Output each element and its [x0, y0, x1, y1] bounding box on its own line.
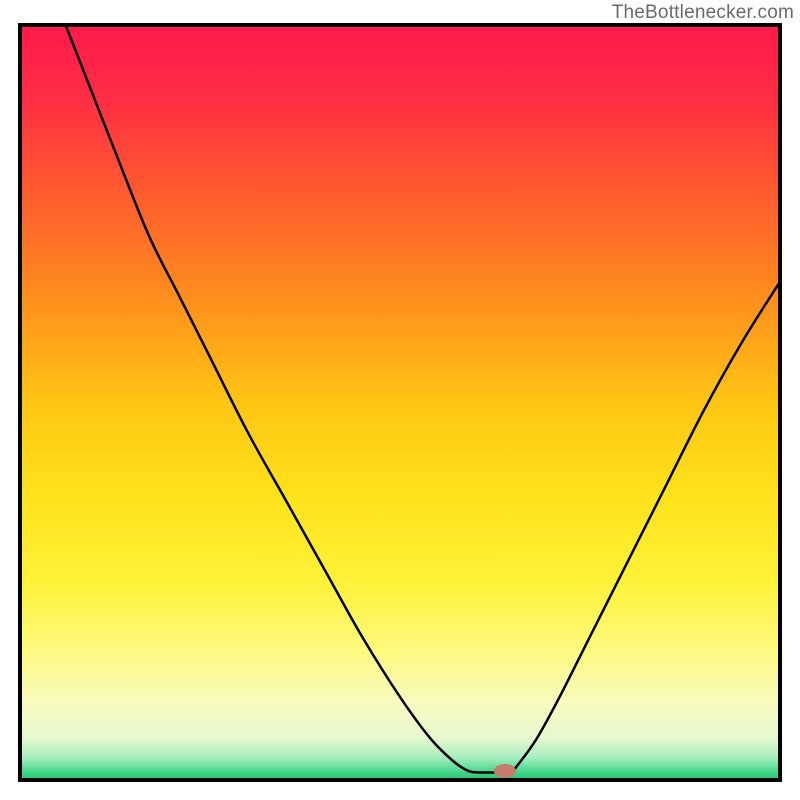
bottleneck-chart [0, 0, 800, 800]
optimal-point-marker [494, 764, 516, 778]
plot-background [20, 25, 780, 780]
chart-container: TheBottlenecker.com [0, 0, 800, 800]
watermark-text: TheBottlenecker.com [612, 2, 794, 24]
